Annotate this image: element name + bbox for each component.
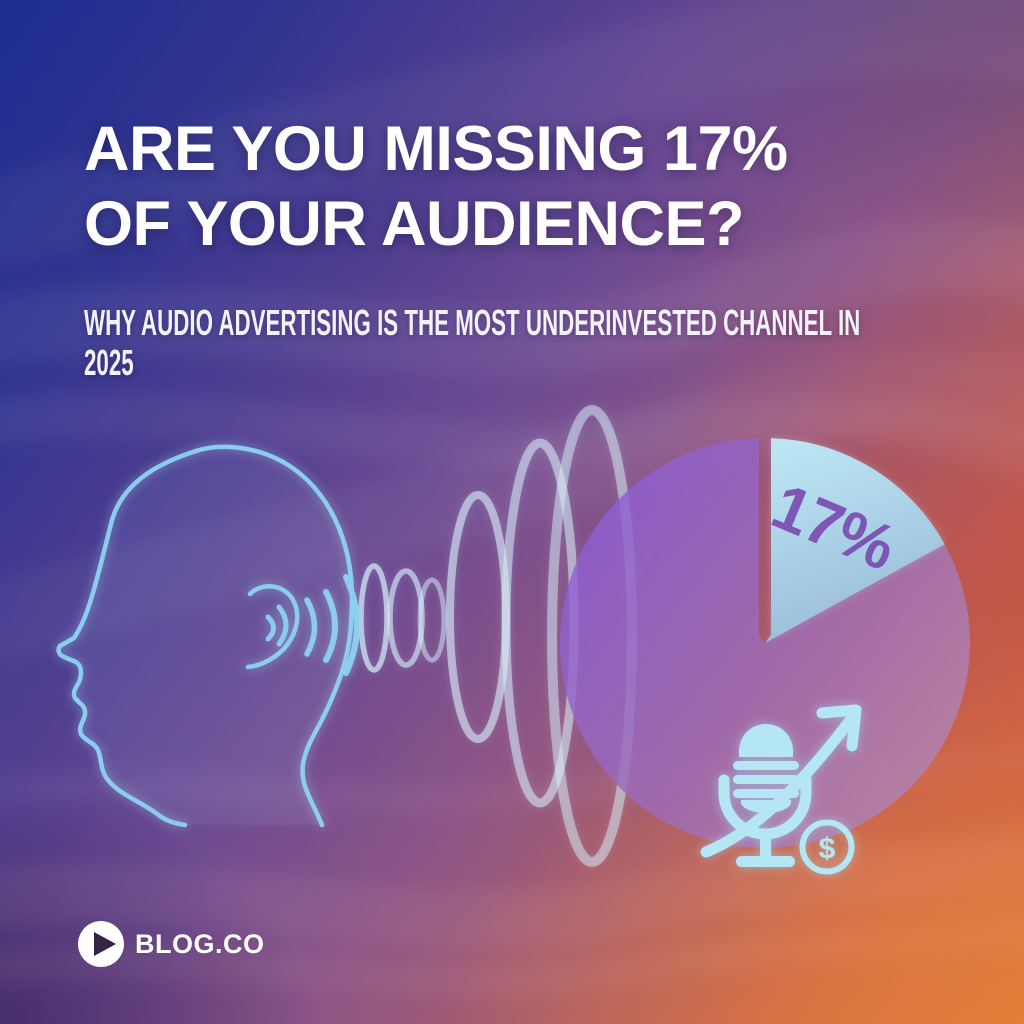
play-icon: [78, 921, 124, 967]
listening-head-icon: [56, 444, 360, 828]
pie-chart: 17%: [559, 438, 970, 849]
head-outline: [56, 444, 355, 828]
arrow-head: [816, 704, 862, 752]
title-line-1: ARE YOU MISSING 17%: [84, 114, 788, 184]
page-subtitle: WHY AUDIO ADVERTISING IS THE MOST UNDERI…: [84, 303, 860, 383]
coin-ring: [799, 819, 855, 875]
subtitle-line-1: WHY AUDIO ADVERTISING IS THE MOST UNDERI…: [84, 302, 861, 343]
ear-outline: [245, 584, 300, 670]
page-title: ARE YOU MISSING 17% OF YOUR AUDIENCE?: [84, 112, 788, 262]
pie-slice-rest: [559, 438, 970, 849]
sound-ring: [387, 568, 425, 668]
trend-arrow-icon: [700, 704, 862, 858]
audio-revenue-icons: $: [700, 704, 862, 875]
dollar-sign: $: [819, 833, 836, 866]
mic-stem: [760, 832, 771, 858]
arrow-shaft: [700, 712, 858, 858]
ear-sound-arcs: [265, 574, 360, 676]
brand-logo: BLOG.CO: [78, 921, 265, 967]
title-line-2: OF YOUR AUDIENCE?: [84, 189, 745, 259]
mic-bar: [733, 775, 799, 784]
subtitle-line-2: 2025: [84, 342, 134, 383]
pie-slice-audio: [765, 438, 945, 643]
mic-dome: [739, 724, 793, 757]
sound-ring: [417, 577, 447, 663]
dollar-coin-icon: $: [799, 819, 855, 875]
mic-bar: [733, 761, 799, 770]
mic-base: [736, 856, 795, 867]
brand-name: BLOG.CO: [135, 928, 265, 959]
sound-ring: [358, 563, 390, 673]
sound-ring: [446, 491, 510, 743]
